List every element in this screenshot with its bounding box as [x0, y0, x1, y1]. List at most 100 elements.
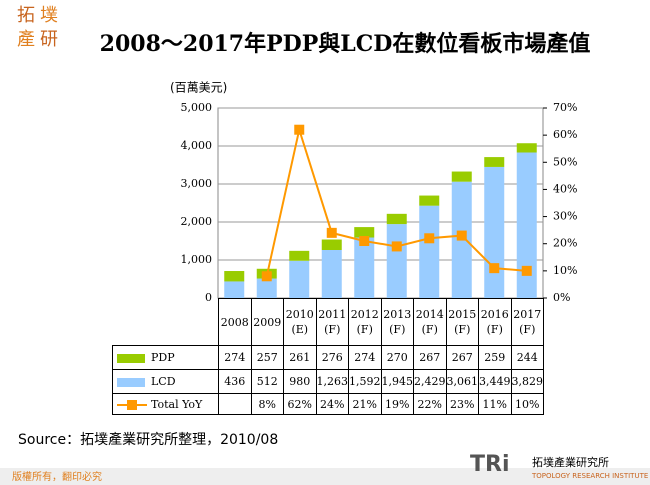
- y-axis-label: (百萬美元): [170, 81, 227, 95]
- y-tick-label: 3,000: [181, 177, 213, 190]
- value-cell: 19%: [380, 393, 414, 415]
- value-cell: 22%: [413, 393, 447, 415]
- bar: [419, 205, 440, 298]
- value-cell: 276: [315, 345, 349, 370]
- category-label: 2015 (F): [445, 298, 479, 346]
- value-cell: 10%: [510, 393, 544, 415]
- legend-swatch: [117, 399, 147, 410]
- y2-tick-label: 0%: [553, 291, 570, 304]
- y2-tick-label: 70%: [553, 101, 577, 114]
- value-cell: 274: [348, 345, 382, 370]
- value-cell: 3,449: [478, 369, 512, 394]
- value-cell: 3,829: [510, 369, 544, 394]
- value-cell: 1,945: [380, 369, 414, 394]
- logo-box: [4, 4, 56, 56]
- category-label: 2014 (F): [413, 298, 447, 346]
- value-cell: [218, 393, 252, 415]
- marker: [294, 124, 305, 135]
- value-cell: 261: [283, 345, 317, 370]
- bar: [484, 166, 505, 298]
- value-cell: 1,263: [315, 369, 349, 394]
- marker: [456, 230, 467, 241]
- value-cell: 21%: [348, 393, 382, 415]
- bar: [419, 195, 440, 206]
- bar: [289, 260, 310, 298]
- value-cell: 1,592: [348, 369, 382, 394]
- category-label: 2013 (F): [380, 298, 414, 346]
- legend-cell: Total YoY: [112, 393, 219, 415]
- value-cell: 980: [283, 369, 317, 394]
- value-cell: 23%: [445, 393, 479, 415]
- corner: [113, 299, 219, 346]
- value-cell: 270: [380, 345, 414, 370]
- source: Source：拓墣產業研究所整理，2010/08: [18, 431, 278, 448]
- series-row: PDP 274 257 261 276 274 270 267 267 259 244: [112, 345, 544, 370]
- category-label: 2011 (F): [315, 298, 349, 346]
- header-row: 2008 2009 2010 (E) 2011 (F) 2012 (F) 2013 (F)…: [113, 298, 544, 346]
- value-cell: 244: [510, 345, 544, 370]
- legend-swatch: [117, 377, 145, 387]
- marker: [489, 263, 500, 274]
- y2-tick-label: 60%: [553, 128, 577, 141]
- org: 拓墣產業研究所: [532, 455, 609, 469]
- logo: 產: [17, 29, 35, 50]
- value-cell: 436: [218, 369, 252, 394]
- bar: [224, 281, 245, 298]
- bar: [289, 250, 310, 261]
- category-label: 2012 (F): [348, 298, 382, 346]
- value-cell: 259: [478, 345, 512, 370]
- category-label: 2008: [218, 298, 252, 346]
- bar: [224, 271, 245, 282]
- bar: [516, 143, 537, 153]
- marker: [261, 271, 272, 282]
- bar: [321, 239, 342, 251]
- category-label: 2010 (E): [283, 298, 317, 346]
- logo: 研: [40, 29, 58, 50]
- title: 2008～2017年PDP與LCD在數位看板市場產值: [100, 31, 591, 57]
- legend-label: Total YoY: [151, 397, 203, 411]
- value-cell: 3,061: [445, 369, 479, 394]
- bar: [321, 250, 342, 298]
- value-cell: 512: [250, 369, 284, 394]
- marker: [391, 241, 402, 252]
- brand: TRi: [470, 452, 510, 477]
- logo: 墣: [40, 5, 58, 26]
- value-cell: 267: [445, 345, 479, 370]
- legend-cell: LCD: [112, 369, 219, 394]
- bar: [354, 237, 375, 298]
- legend-swatch: [117, 353, 145, 363]
- legend-label: PDP: [151, 351, 175, 364]
- value-cell: 2,429: [413, 369, 447, 394]
- y-tick-label: 2,000: [181, 215, 213, 228]
- org-en: TOPOLOGY RESEARCH INSTITUTE: [531, 472, 648, 480]
- value-cell: 62%: [283, 393, 317, 415]
- value-cell: 257: [250, 345, 284, 370]
- value-cell: 24%: [315, 393, 349, 415]
- marker: [424, 233, 435, 244]
- y2-tick-label: 10%: [553, 264, 577, 277]
- legend-cell: PDP: [112, 345, 219, 370]
- logo: 拓: [17, 5, 35, 26]
- bar: [451, 171, 472, 182]
- bar: [256, 278, 277, 298]
- marker: [326, 227, 337, 238]
- marker: [359, 236, 370, 246]
- category-label: 2009: [250, 298, 284, 346]
- y-tick-label: 0: [205, 291, 212, 304]
- series-row: Total YoY 8% 62% 24% 21% 19% 22% 23% 11% 10%: [112, 393, 544, 415]
- value-cell: 274: [218, 345, 252, 370]
- y-tick-label: 5,000: [181, 101, 213, 114]
- bar: [484, 157, 505, 167]
- y-tick-label: 4,000: [181, 139, 213, 152]
- y2-tick-label: 40%: [553, 182, 577, 195]
- bar: [354, 227, 375, 238]
- y2-tick-label: 50%: [553, 155, 577, 168]
- data-table: 2008 2009 2010 (E) 2011 (F) 2012 (F) 2013 (F)…: [112, 298, 544, 415]
- bar: [386, 224, 407, 298]
- series-row: LCD 436 512 980 1,263 1,592 1,945 2,429 3,061 3,4…: [112, 369, 544, 394]
- category-label: 2016 (F): [478, 298, 512, 346]
- category-label: 2017 (F): [510, 298, 544, 346]
- legend-label: LCD: [151, 375, 176, 388]
